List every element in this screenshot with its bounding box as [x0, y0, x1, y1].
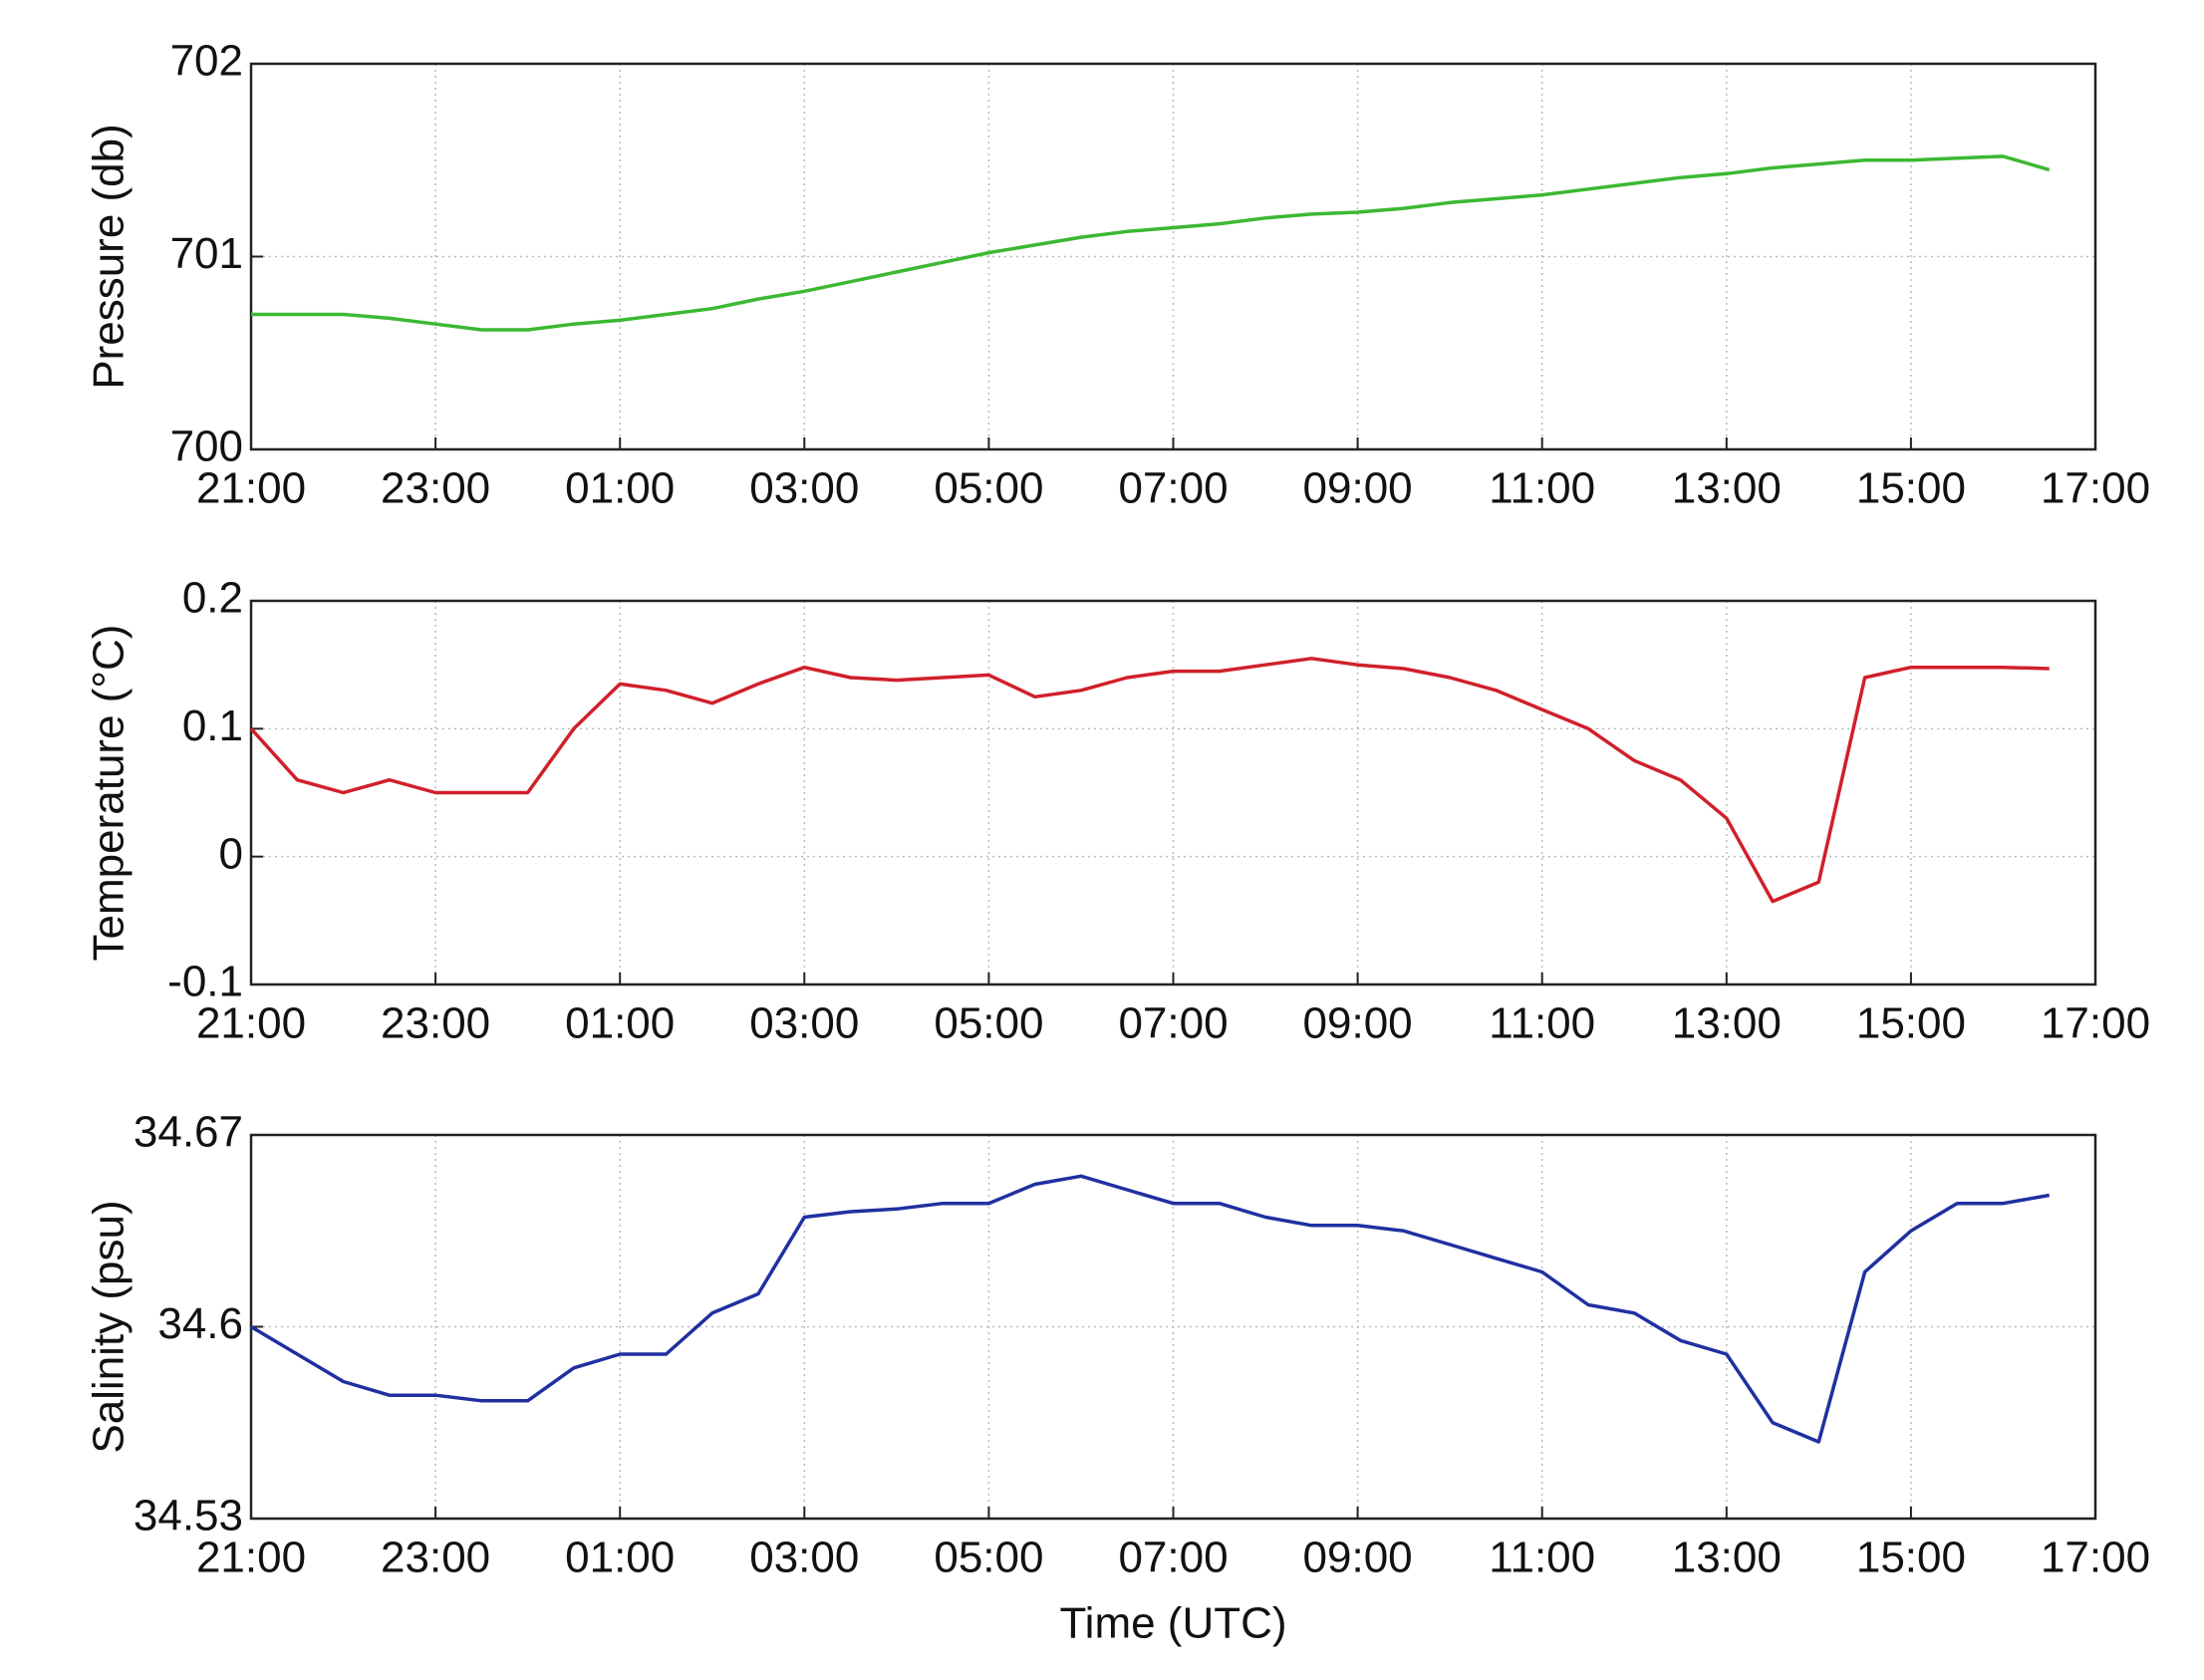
x-tick-label: 15:00	[1856, 464, 1966, 513]
x-tick-label: 03:00	[749, 464, 859, 513]
x-tick-label: 11:00	[1489, 1534, 1595, 1582]
x-tick-label: 15:00	[1856, 999, 1966, 1048]
x-tick-label: 23:00	[381, 999, 490, 1048]
y-tick-label: 0.1	[182, 701, 243, 750]
x-tick-label: 17:00	[2041, 999, 2150, 1048]
x-tick-label: 01:00	[565, 1534, 675, 1582]
y-tick-label: -0.1	[167, 958, 243, 1006]
x-tick-label: 07:00	[1118, 999, 1228, 1048]
y-tick-label: 702	[170, 37, 243, 86]
plot-frame	[249, 599, 2097, 986]
x-tick-label: 01:00	[565, 999, 675, 1048]
x-axis-label: Time (UTC)	[1059, 1599, 1286, 1648]
x-tick-label: 23:00	[381, 464, 490, 513]
x-tick-label: 13:00	[1672, 464, 1782, 513]
x-tick-label: 09:00	[1303, 1534, 1413, 1582]
x-tick-label: 11:00	[1489, 999, 1595, 1048]
y-tick-label: 700	[170, 422, 243, 471]
x-tick-label: 05:00	[934, 1534, 1043, 1582]
y-tick-label: 34.67	[134, 1108, 243, 1157]
x-tick-label: 21:00	[196, 464, 306, 513]
plot-frame	[249, 62, 2097, 451]
x-tick-label: 09:00	[1303, 464, 1413, 513]
x-tick-label: 15:00	[1856, 1534, 1966, 1582]
x-tick-label: 03:00	[749, 999, 859, 1048]
x-tick-label: 21:00	[196, 1534, 306, 1582]
y-tick-label: 34.53	[134, 1492, 243, 1540]
y-tick-label: 0.2	[182, 574, 243, 623]
y-axis-label: Pressure (db)	[85, 124, 134, 390]
x-tick-label: 13:00	[1672, 999, 1782, 1048]
data-line	[251, 154, 2051, 332]
x-tick-label: 07:00	[1118, 464, 1228, 513]
y-axis-label: Temperature (°C)	[85, 625, 134, 962]
data-line	[250, 1174, 2051, 1444]
y-tick-label: 34.6	[157, 1299, 243, 1348]
x-tick-label: 05:00	[934, 999, 1043, 1048]
x-tick-label: 11:00	[1489, 464, 1595, 513]
x-tick-label: 21:00	[196, 999, 306, 1048]
x-tick-label: 13:00	[1672, 1534, 1782, 1582]
x-tick-label: 07:00	[1118, 1534, 1228, 1582]
y-axis-label: Salinity (psu)	[85, 1200, 134, 1453]
y-tick-label: 0	[219, 829, 243, 878]
x-tick-label: 17:00	[2041, 1534, 2150, 1582]
x-tick-label: 23:00	[381, 1534, 490, 1582]
x-tick-label: 05:00	[934, 464, 1043, 513]
x-tick-label: 01:00	[565, 464, 675, 513]
x-tick-label: 17:00	[2041, 464, 2150, 513]
data-line	[249, 657, 2050, 904]
y-tick-label: 701	[170, 229, 243, 278]
x-tick-label: 09:00	[1303, 999, 1413, 1048]
x-tick-label: 03:00	[749, 1534, 859, 1582]
